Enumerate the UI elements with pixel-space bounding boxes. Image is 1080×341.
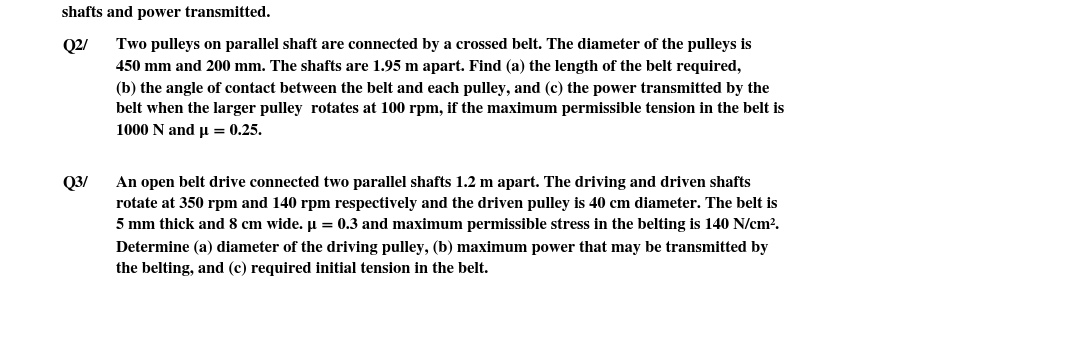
Text: belt when the larger pulley  rotates at 100 rpm, if the maximum permissible tens: belt when the larger pulley rotates at 1… (116, 103, 784, 117)
Text: Q2/: Q2/ (62, 38, 87, 53)
Text: Q3/: Q3/ (62, 176, 87, 190)
Text: Two pulleys on parallel shaft are connected by a crossed belt. The diameter of t: Two pulleys on parallel shaft are connec… (116, 38, 752, 52)
Text: An open belt drive connected two parallel shafts 1.2 m apart. The driving and dr: An open belt drive connected two paralle… (116, 176, 751, 190)
Text: (b) the angle of contact between the belt and each pulley, and (c) the power tra: (b) the angle of contact between the bel… (116, 81, 769, 96)
Text: shafts and power transmitted.: shafts and power transmitted. (62, 6, 270, 20)
Text: 450 mm and 200 mm. The shafts are 1.95 m apart. Find (a) the length of the belt : 450 mm and 200 mm. The shafts are 1.95 m… (116, 59, 741, 74)
Text: rotate at 350 rpm and 140 rpm respectively and the driven pulley is 40 cm diamet: rotate at 350 rpm and 140 rpm respective… (116, 197, 778, 211)
Text: 5 mm thick and 8 cm wide. μ = 0.3 and maximum permissible stress in the belting : 5 mm thick and 8 cm wide. μ = 0.3 and ma… (116, 219, 779, 233)
Text: 1000 N and μ = 0.25.: 1000 N and μ = 0.25. (116, 124, 262, 138)
Text: the belting, and (c) required initial tension in the belt.: the belting, and (c) required initial te… (116, 262, 488, 276)
Text: Determine (a) diameter of the driving pulley, (b) maximum power that may be tran: Determine (a) diameter of the driving pu… (116, 240, 769, 255)
